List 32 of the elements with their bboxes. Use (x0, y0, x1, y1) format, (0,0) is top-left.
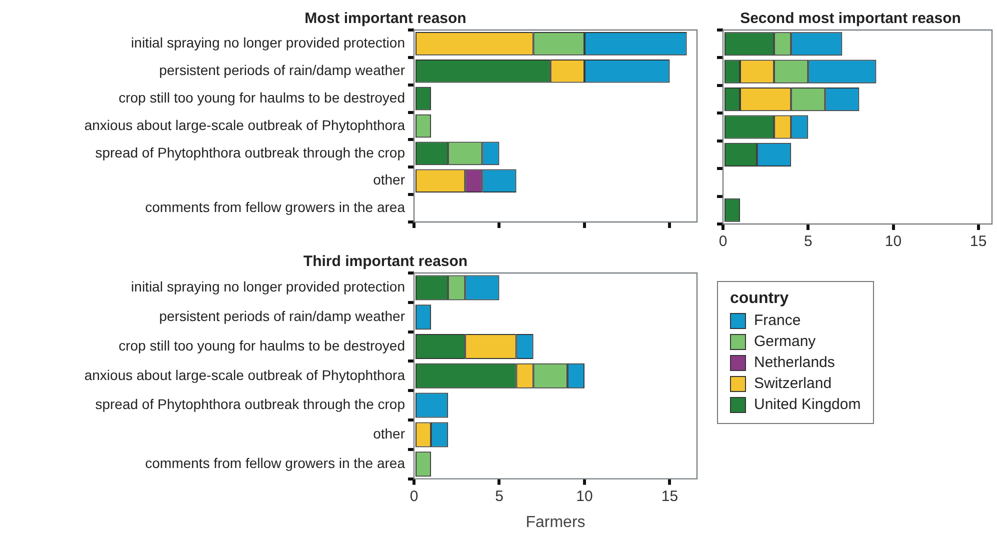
y-tick-label: spread of Phytophthora outbreak through the crop (95, 144, 406, 160)
x-tick-label: 10 (576, 488, 593, 505)
y-tick-label: other (373, 426, 406, 442)
y-tick-label: persistent periods of rain/damp weather (159, 308, 406, 324)
y-tick-label: anxious about large-scale outbreak of Phytophthora (84, 116, 406, 133)
x-tick-label: 0 (410, 488, 418, 505)
legend-label: Switzerland (754, 375, 832, 392)
x-tick-label: 15 (970, 233, 987, 250)
legend-label: France (754, 312, 801, 329)
y-tick-label: anxious about large-scale outbreak of Phytophthora (84, 366, 406, 383)
y-tick-label: comments from fellow growers in the area (145, 454, 406, 471)
chart-title: Second most important reason (740, 10, 961, 28)
y-tick-label: initial spraying no longer provided protection (131, 34, 405, 51)
chart-title: Third important reason (303, 253, 468, 270)
legend-title: country (730, 290, 790, 308)
x-axis-title: Farmers (526, 514, 586, 531)
chart-title: Most important reason (304, 10, 466, 28)
y-tick-label: persistent periods of rain/damp weather (159, 62, 406, 78)
y-tick-label: spread of Phytophthora outbreak through the crop (95, 396, 406, 412)
y-tick-label: initial spraying no longer provided protection (131, 278, 405, 295)
legend-label: United Kingdom (754, 396, 861, 413)
x-tick-label: 10 (884, 233, 902, 250)
y-tick-label: crop still too young for haulms to be destroyed (118, 89, 405, 106)
y-tick-label: other (373, 172, 406, 188)
x-tick-label: 5 (804, 233, 812, 250)
legend-label: Netherlands (754, 354, 835, 371)
y-tick-label: comments from fellow growers in the area (145, 199, 406, 216)
x-tick-label: 15 (661, 488, 678, 505)
y-tick-label: crop still too young for haulms to be destroyed (118, 337, 405, 354)
x-tick-label: 5 (495, 488, 504, 505)
legend-label: Germany (754, 333, 816, 350)
x-tick-label: 0 (718, 233, 728, 250)
